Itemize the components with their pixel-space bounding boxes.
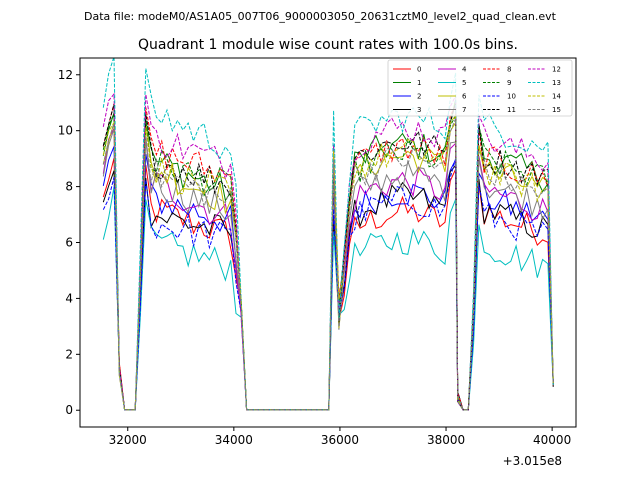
legend-label-15: 15 — [552, 106, 561, 114]
chart-suptitle: Data file: modeM0/AS1A05_007T06_90000030… — [84, 10, 557, 23]
series-line-9 — [102, 113, 554, 411]
series-line-14 — [102, 113, 554, 411]
legend-frame — [387, 59, 573, 117]
x-tick-label: 38000 — [427, 433, 465, 447]
x-tick-label: 32000 — [109, 433, 147, 447]
y-tick-label: 10 — [58, 124, 73, 138]
series-line-10 — [102, 158, 554, 411]
x-axis: 32000 34000 36000 38000 40000 — [109, 427, 571, 447]
series-line-15 — [102, 118, 554, 411]
y-tick-label: 2 — [65, 347, 73, 361]
series-line-7 — [102, 128, 554, 411]
legend-label-8: 8 — [507, 66, 511, 74]
y-tick-label: 4 — [65, 291, 73, 305]
legend-label-0: 0 — [417, 66, 421, 74]
y-axis: 0 2 4 6 8 10 12 — [58, 68, 80, 417]
x-tick-label: 36000 — [321, 433, 359, 447]
legend-label-5: 5 — [462, 79, 466, 87]
series-line-5 — [102, 186, 554, 411]
legend-label-10: 10 — [507, 93, 516, 101]
series-layer — [102, 58, 554, 411]
legend-label-11: 11 — [507, 106, 516, 114]
series-line-12 — [102, 92, 554, 411]
legend-label-4: 4 — [462, 66, 467, 74]
y-tick-label: 6 — [65, 236, 73, 250]
y-tick-label: 12 — [58, 68, 73, 82]
series-line-8 — [102, 103, 554, 411]
legend-label-2: 2 — [417, 93, 421, 101]
legend-label-7: 7 — [462, 106, 466, 114]
y-tick-label: 8 — [65, 180, 73, 194]
legend-label-6: 6 — [462, 93, 467, 101]
x-tick-label: 34000 — [215, 433, 253, 447]
legend-label-13: 13 — [552, 79, 561, 87]
chart-title: Quadrant 1 module wise count rates with … — [138, 37, 518, 53]
plot-area — [79, 57, 577, 428]
legend-label-9: 9 — [507, 79, 511, 87]
x-offset-label: +3.015e8 — [503, 454, 562, 468]
series-line-3 — [102, 164, 554, 411]
legend-label-3: 3 — [417, 106, 421, 114]
series-line-11 — [102, 102, 554, 411]
legend-label-14: 14 — [552, 93, 561, 101]
legend-label-12: 12 — [552, 66, 561, 74]
y-tick-label: 0 — [65, 403, 73, 417]
legend-label-1: 1 — [417, 79, 421, 87]
x-tick-label: 40000 — [533, 433, 571, 447]
series-line-1 — [102, 99, 554, 411]
